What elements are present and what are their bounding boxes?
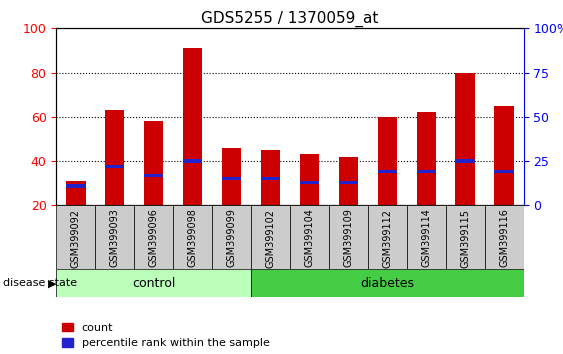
Bar xyxy=(105,110,124,205)
FancyBboxPatch shape xyxy=(290,205,329,269)
FancyBboxPatch shape xyxy=(329,205,368,269)
FancyBboxPatch shape xyxy=(134,205,173,269)
Bar xyxy=(338,156,358,205)
Bar xyxy=(300,154,319,205)
FancyBboxPatch shape xyxy=(56,269,251,297)
Bar xyxy=(183,48,202,205)
FancyBboxPatch shape xyxy=(251,269,524,297)
Text: GSM399114: GSM399114 xyxy=(421,209,431,267)
Text: GSM399116: GSM399116 xyxy=(499,209,509,267)
Text: GSM399112: GSM399112 xyxy=(382,209,392,268)
Bar xyxy=(300,181,319,184)
Bar xyxy=(417,113,436,205)
Text: GSM399109: GSM399109 xyxy=(343,209,354,267)
Bar xyxy=(261,177,280,181)
Text: GSM399104: GSM399104 xyxy=(305,209,314,267)
Text: diabetes: diabetes xyxy=(360,277,414,290)
Text: ▶: ▶ xyxy=(48,278,56,288)
Legend: count, percentile rank within the sample: count, percentile rank within the sample xyxy=(62,322,270,348)
Bar xyxy=(261,150,280,205)
Bar xyxy=(494,106,514,205)
Bar xyxy=(183,159,202,163)
FancyBboxPatch shape xyxy=(406,205,446,269)
Text: GSM399115: GSM399115 xyxy=(460,209,470,268)
Bar xyxy=(66,181,86,205)
Text: GSM399098: GSM399098 xyxy=(187,209,198,267)
FancyBboxPatch shape xyxy=(56,205,95,269)
Bar xyxy=(66,184,86,188)
Text: GSM399092: GSM399092 xyxy=(71,209,81,268)
FancyBboxPatch shape xyxy=(212,205,251,269)
Text: control: control xyxy=(132,277,175,290)
FancyBboxPatch shape xyxy=(446,205,485,269)
Bar xyxy=(455,73,475,205)
Text: GSM399093: GSM399093 xyxy=(110,209,120,267)
Bar xyxy=(144,173,163,177)
Bar xyxy=(105,165,124,168)
Bar xyxy=(417,170,436,173)
Bar xyxy=(378,170,397,173)
FancyBboxPatch shape xyxy=(485,205,524,269)
FancyBboxPatch shape xyxy=(95,205,134,269)
Bar xyxy=(338,181,358,184)
Bar xyxy=(455,159,475,163)
Text: GSM399096: GSM399096 xyxy=(149,209,159,267)
FancyBboxPatch shape xyxy=(251,205,290,269)
Bar xyxy=(144,121,163,205)
Text: GSM399102: GSM399102 xyxy=(266,209,275,268)
Bar xyxy=(494,170,514,173)
FancyBboxPatch shape xyxy=(173,205,212,269)
Text: GSM399099: GSM399099 xyxy=(226,209,236,267)
Bar xyxy=(378,117,397,205)
Text: disease state: disease state xyxy=(3,278,77,288)
Title: GDS5255 / 1370059_at: GDS5255 / 1370059_at xyxy=(201,11,379,27)
FancyBboxPatch shape xyxy=(368,205,406,269)
Bar xyxy=(222,148,242,205)
Bar xyxy=(222,177,242,181)
